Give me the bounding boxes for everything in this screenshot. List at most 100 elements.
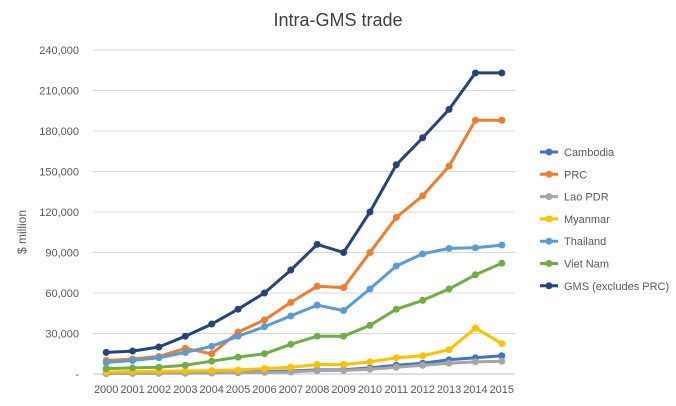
data-point xyxy=(234,353,242,361)
legend-label: Thailand xyxy=(564,236,606,248)
data-point xyxy=(340,332,348,340)
data-point xyxy=(498,241,506,249)
data-point xyxy=(392,161,400,169)
legend-swatch-marker xyxy=(545,260,553,267)
series-line-6 xyxy=(104,71,504,354)
data-point xyxy=(471,271,479,279)
x-tick-label: 2014 xyxy=(463,384,487,396)
data-point xyxy=(234,366,242,374)
x-tick-label: 2009 xyxy=(331,384,355,396)
data-point xyxy=(445,244,453,252)
data-point xyxy=(129,347,137,355)
data-point xyxy=(155,363,163,371)
data-point xyxy=(234,305,242,313)
data-point xyxy=(287,266,295,274)
data-point xyxy=(498,357,506,365)
legend-label: Viet Nam xyxy=(564,259,609,271)
x-tick-label: 2008 xyxy=(305,384,329,396)
legend-swatch-marker xyxy=(545,282,553,290)
data-point xyxy=(445,346,453,354)
data-point xyxy=(340,361,348,369)
data-point xyxy=(340,284,348,292)
legend-swatch-marker xyxy=(545,170,553,178)
data-point xyxy=(366,285,374,293)
y-tick-label: 210,000 xyxy=(39,86,79,98)
data-point xyxy=(392,213,400,221)
data-point xyxy=(419,352,427,360)
data-point xyxy=(313,282,321,290)
x-tick-label: 2000 xyxy=(94,384,118,396)
x-tick-label: 2003 xyxy=(173,384,197,396)
y-tick-label: 60,000 xyxy=(45,288,79,300)
y-tick-label: 180,000 xyxy=(39,126,79,138)
data-point xyxy=(445,105,453,113)
data-point xyxy=(419,296,427,304)
y-tick-label: - xyxy=(75,369,79,381)
y-tick-label: 150,000 xyxy=(39,167,79,179)
series-line-5 xyxy=(104,261,504,371)
x-tick-label: 2002 xyxy=(147,384,171,396)
data-point xyxy=(208,367,216,375)
series-line-4 xyxy=(104,243,504,364)
series-line-3 xyxy=(104,326,504,374)
data-point xyxy=(313,332,321,340)
data-point xyxy=(498,69,506,77)
data-point xyxy=(471,358,479,366)
x-tick-label: 2010 xyxy=(358,384,382,396)
x-tick-label: 2015 xyxy=(490,384,514,396)
data-point xyxy=(498,352,506,360)
x-tick-label: 2012 xyxy=(410,384,434,396)
series-line-1 xyxy=(104,118,504,362)
data-point xyxy=(260,316,268,324)
data-point xyxy=(181,367,189,375)
legend-label: Cambodia xyxy=(564,147,615,159)
data-point xyxy=(445,359,453,367)
x-tick-label: 2013 xyxy=(437,384,461,396)
data-point xyxy=(419,250,427,258)
data-point xyxy=(313,361,321,369)
data-point xyxy=(392,305,400,313)
data-point xyxy=(340,249,348,256)
data-point xyxy=(129,357,137,364)
data-point xyxy=(313,367,321,375)
data-point xyxy=(419,134,427,142)
data-point xyxy=(366,208,374,216)
y-tick-label: 90,000 xyxy=(45,248,79,260)
legend-label: GMS (excludes PRC) xyxy=(564,281,669,293)
data-point xyxy=(287,340,295,348)
data-point xyxy=(471,324,479,332)
data-point xyxy=(102,359,110,367)
legend-swatch-marker xyxy=(545,148,553,156)
data-point xyxy=(340,307,348,315)
data-point xyxy=(366,249,374,256)
y-tick-label: 240,000 xyxy=(39,45,79,57)
data-point xyxy=(471,116,479,124)
legend-label: Lao PDR xyxy=(564,192,609,204)
data-point xyxy=(155,354,163,362)
x-tick-label: 2001 xyxy=(120,384,144,396)
data-point xyxy=(340,366,348,374)
data-point xyxy=(392,354,400,362)
data-point xyxy=(208,357,216,365)
data-point xyxy=(208,350,216,358)
data-point xyxy=(260,350,268,358)
x-tick-label: 2006 xyxy=(252,384,276,396)
data-point xyxy=(181,332,189,340)
legend-swatch-marker xyxy=(545,193,553,201)
data-point xyxy=(419,192,427,200)
data-point xyxy=(313,240,321,248)
data-point xyxy=(208,320,216,328)
data-point xyxy=(102,365,110,373)
data-point xyxy=(181,361,189,369)
data-point xyxy=(287,363,295,371)
legend-swatch-marker xyxy=(545,215,553,223)
y-tick-label: 120,000 xyxy=(39,207,79,219)
data-point xyxy=(392,363,400,371)
data-point xyxy=(392,262,400,270)
data-point xyxy=(498,340,506,348)
chart-title: Intra-GMS trade xyxy=(273,10,403,30)
data-point xyxy=(498,259,506,267)
data-point xyxy=(445,162,453,170)
